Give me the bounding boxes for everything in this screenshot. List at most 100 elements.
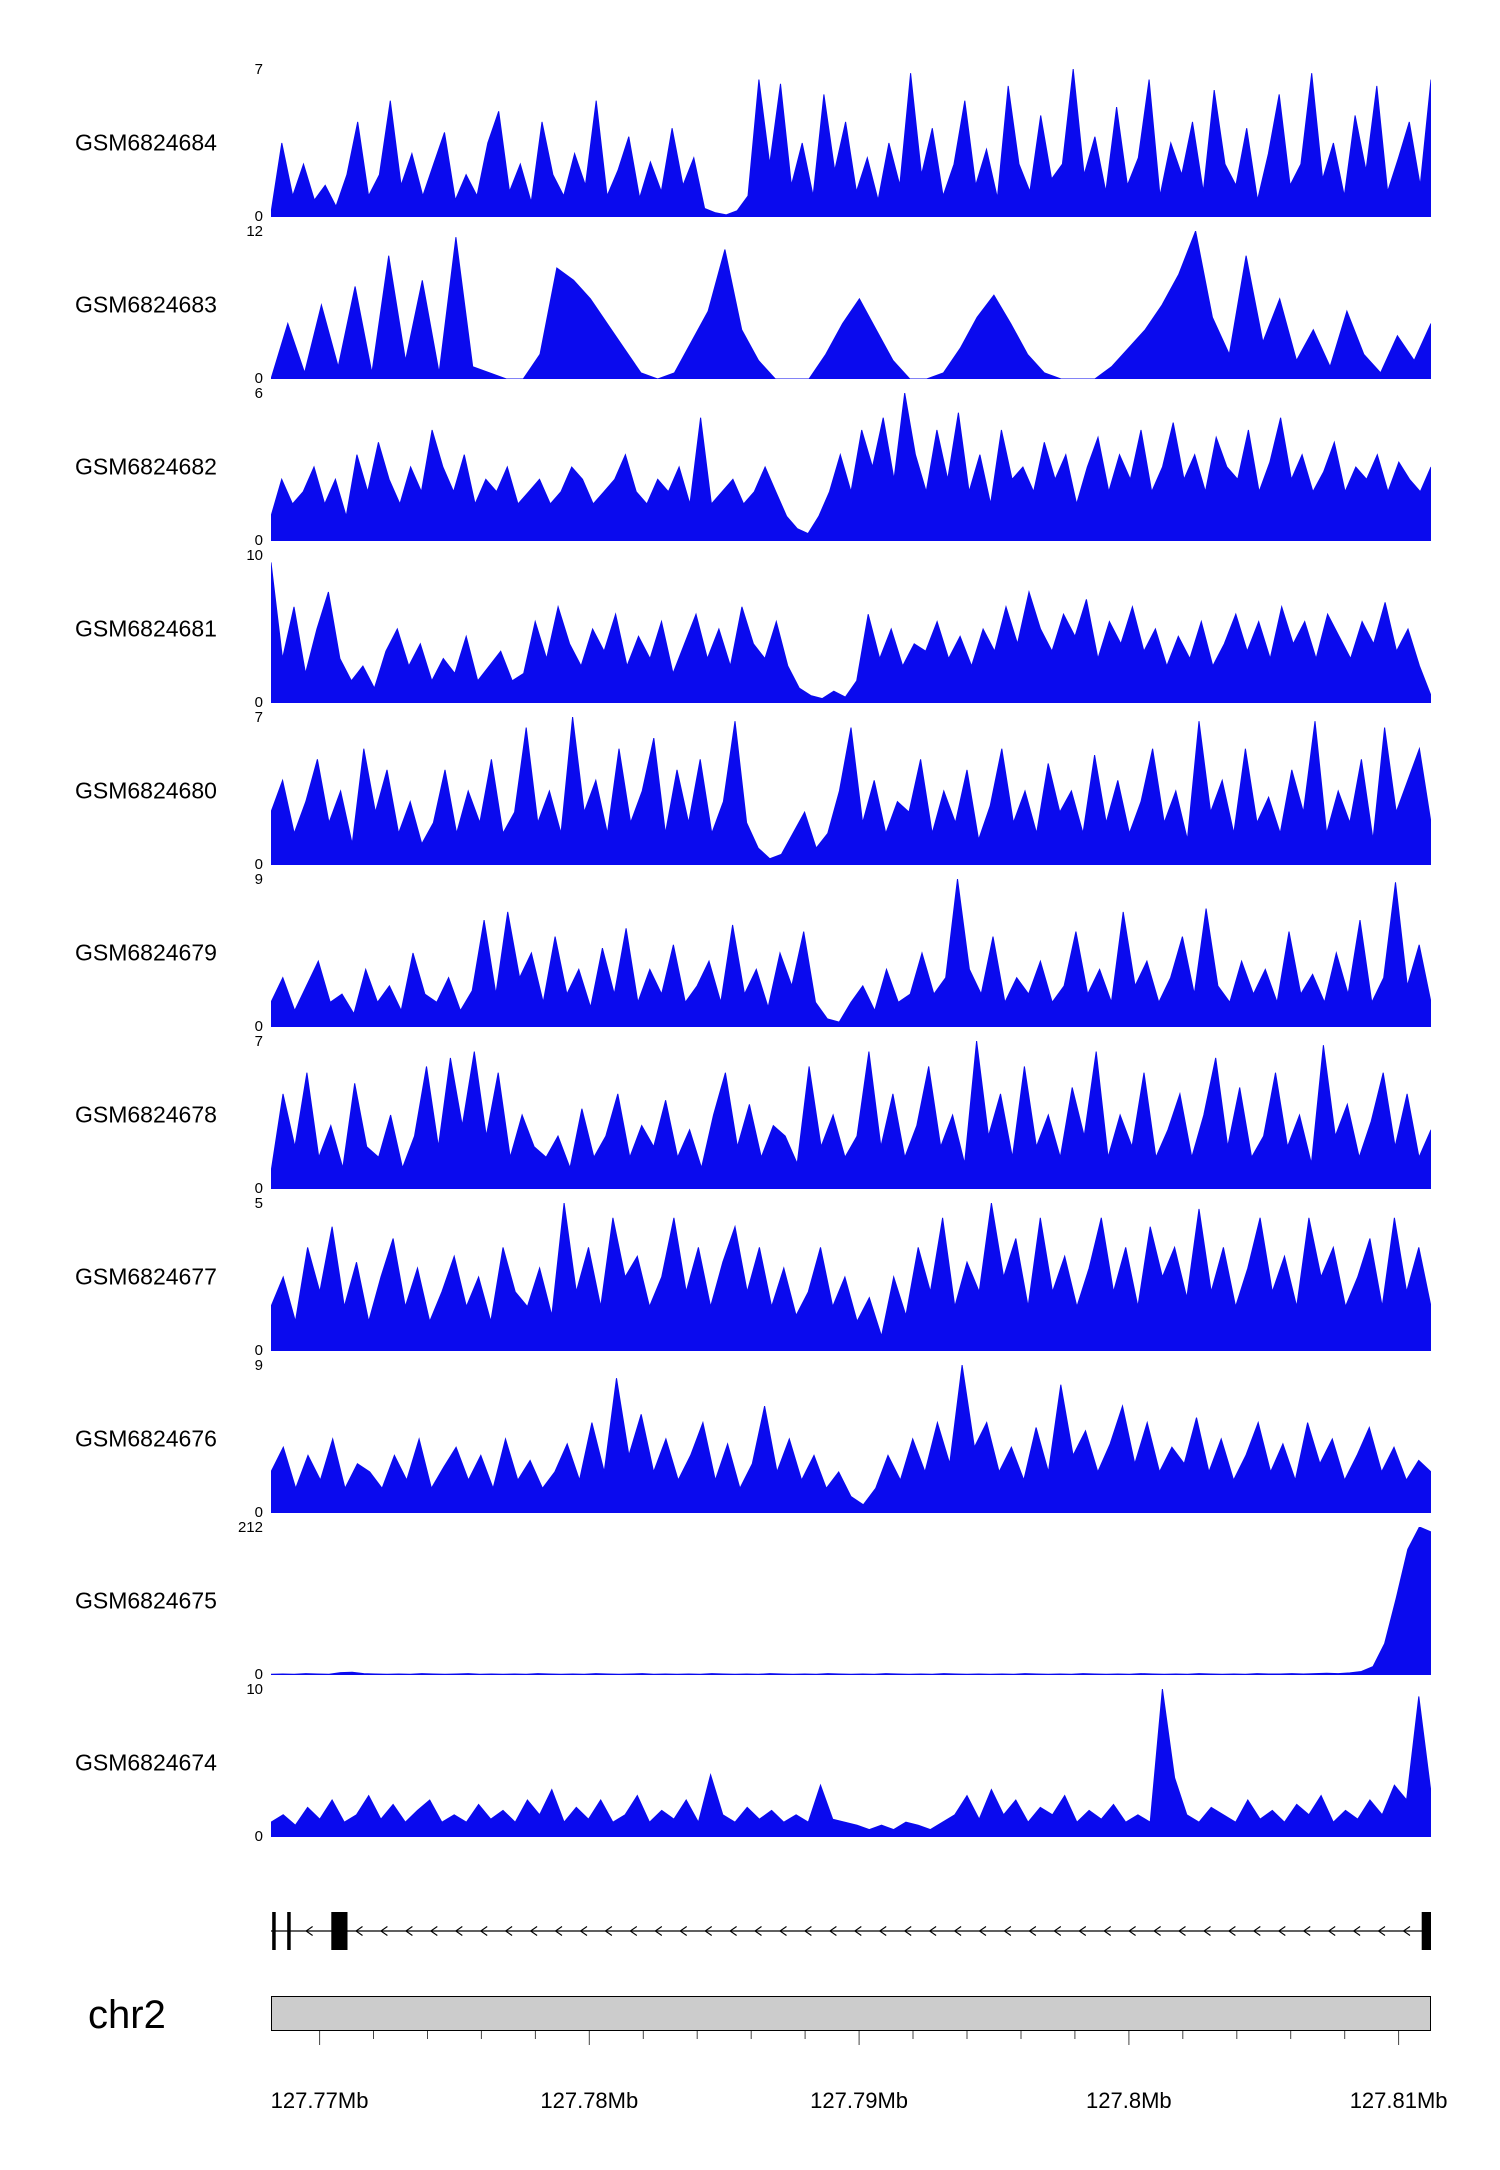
strand-arrow-left-icon — [1128, 1926, 1136, 1936]
strand-arrow-left-icon — [853, 1926, 862, 1936]
track-plot: 10 0 — [246, 1681, 1431, 1845]
yaxis-zero-label: 0 — [254, 1828, 263, 1845]
yaxis-max-label: 7 — [254, 709, 263, 726]
strand-arrow-left-icon — [953, 1926, 962, 1936]
coverage-plot-svg — [271, 717, 1431, 865]
track-row: GSM6824681 10 0 — [0, 547, 1500, 711]
yaxis-max-label: 7 — [254, 1033, 263, 1050]
track-label: GSM6824681 — [75, 615, 217, 642]
strand-arrow-left-icon — [454, 1926, 463, 1936]
track-label: GSM6824679 — [75, 939, 217, 966]
coverage-plot-svg — [271, 562, 1431, 703]
track-plot: 10 0 — [246, 547, 1431, 711]
strand-arrow-left-icon — [978, 1926, 987, 1936]
strand-arrow-left-icon — [1153, 1926, 1161, 1936]
exon-box — [331, 1912, 348, 1950]
coverage-plot-svg — [271, 393, 1431, 541]
yaxis-max-label: 212 — [237, 1519, 263, 1536]
strand-arrow-left-icon — [1302, 1926, 1311, 1936]
strand-arrow-left-icon — [1028, 1926, 1037, 1936]
strand-arrow-left-icon — [1003, 1926, 1012, 1936]
strand-arrow-left-icon — [355, 1926, 363, 1936]
track-row: GSM6824682 6 0 — [0, 385, 1500, 549]
track-row: GSM6824675 212 0 — [0, 1519, 1500, 1683]
gene-model-track — [271, 1901, 1431, 1961]
yaxis-zero-label: 0 — [254, 1342, 263, 1359]
strand-arrow-left-icon — [604, 1926, 613, 1936]
coverage-area — [271, 562, 1431, 703]
yaxis-zero-label: 0 — [254, 370, 263, 387]
strand-arrow-left-icon — [404, 1926, 413, 1936]
yaxis-max-label: 7 — [254, 61, 263, 78]
axis-tick-label: 127.78Mb — [540, 2088, 639, 2113]
strand-arrow-left-icon — [1352, 1926, 1361, 1936]
strand-arrow-left-icon — [878, 1926, 887, 1936]
yaxis-zero-label: 0 — [254, 1666, 263, 1683]
coverage-area — [271, 1203, 1431, 1351]
exon-box — [287, 1912, 291, 1950]
track-plot: 12 0 — [246, 223, 1431, 387]
strand-arrow-left-icon — [679, 1926, 688, 1936]
yaxis-zero-label: 0 — [254, 694, 263, 711]
yaxis-max-label: 10 — [246, 1681, 263, 1698]
yaxis-max-label: 10 — [246, 547, 263, 564]
yaxis-max-label: 6 — [254, 385, 263, 402]
track-row: GSM6824678 7 0 — [0, 1033, 1500, 1197]
strand-arrow-left-icon — [1402, 1926, 1411, 1936]
yaxis-max-label: 5 — [254, 1195, 263, 1212]
strand-arrow-left-icon — [429, 1926, 438, 1936]
track-row: GSM6824679 9 0 — [0, 871, 1500, 1035]
strand-arrow-left-icon — [305, 1926, 313, 1936]
coverage-plot-svg — [271, 1203, 1431, 1351]
strand-arrow-left-icon — [629, 1926, 638, 1936]
track-row: GSM6824676 9 0 — [0, 1357, 1500, 1521]
strand-arrow-left-icon — [903, 1926, 912, 1936]
ideogram-svg — [271, 1996, 1431, 2045]
coverage-plot-svg — [271, 879, 1431, 1027]
exon-box — [272, 1912, 276, 1950]
axis-tick-label: 127.8Mb — [1086, 2088, 1172, 2113]
strand-arrow-left-icon — [1377, 1926, 1386, 1936]
track-row: GSM6824683 12 0 — [0, 223, 1500, 387]
strand-arrow-left-icon — [1227, 1926, 1236, 1936]
coverage-area — [271, 717, 1431, 865]
axis-tick-label: 127.79Mb — [810, 2088, 909, 2113]
track-row: GSM6824684 7 0 — [0, 61, 1500, 225]
strand-arrow-left-icon — [654, 1926, 663, 1936]
axis-tick-label: 127.77Mb — [270, 2088, 369, 2113]
coverage-plot-svg — [271, 1365, 1431, 1513]
coverage-plot-svg — [271, 1527, 1431, 1675]
coverage-area — [271, 393, 1431, 541]
yaxis-zero-label: 0 — [254, 532, 263, 549]
coverage-area — [271, 879, 1431, 1027]
yaxis-zero-label: 0 — [254, 208, 263, 225]
track-label: GSM6824683 — [75, 291, 217, 318]
track-label: GSM6824674 — [75, 1749, 217, 1776]
track-row: GSM6824674 10 0 — [0, 1681, 1500, 1845]
coverage-plot-svg — [271, 231, 1431, 379]
track-label: GSM6824680 — [75, 777, 217, 804]
exon-box — [1421, 1912, 1431, 1950]
track-label: GSM6824675 — [75, 1587, 217, 1614]
yaxis-zero-label: 0 — [254, 1504, 263, 1521]
track-row: GSM6824677 5 0 — [0, 1195, 1500, 1359]
yaxis-max-label: 9 — [254, 1357, 263, 1374]
chromosome-ideogram — [271, 1996, 1431, 2056]
coverage-area — [271, 69, 1431, 217]
strand-arrow-left-icon — [729, 1926, 737, 1936]
strand-arrow-left-icon — [1252, 1926, 1261, 1936]
coverage-area — [271, 1365, 1431, 1513]
yaxis-zero-label: 0 — [254, 1180, 263, 1197]
track-label: GSM6824678 — [75, 1101, 217, 1128]
strand-arrow-left-icon — [1327, 1926, 1336, 1936]
strand-arrow-left-icon — [504, 1926, 513, 1936]
track-label: GSM6824684 — [75, 129, 217, 156]
track-label: GSM6824676 — [75, 1425, 217, 1452]
strand-arrow-left-icon — [1103, 1926, 1112, 1936]
track-label: GSM6824682 — [75, 453, 217, 480]
